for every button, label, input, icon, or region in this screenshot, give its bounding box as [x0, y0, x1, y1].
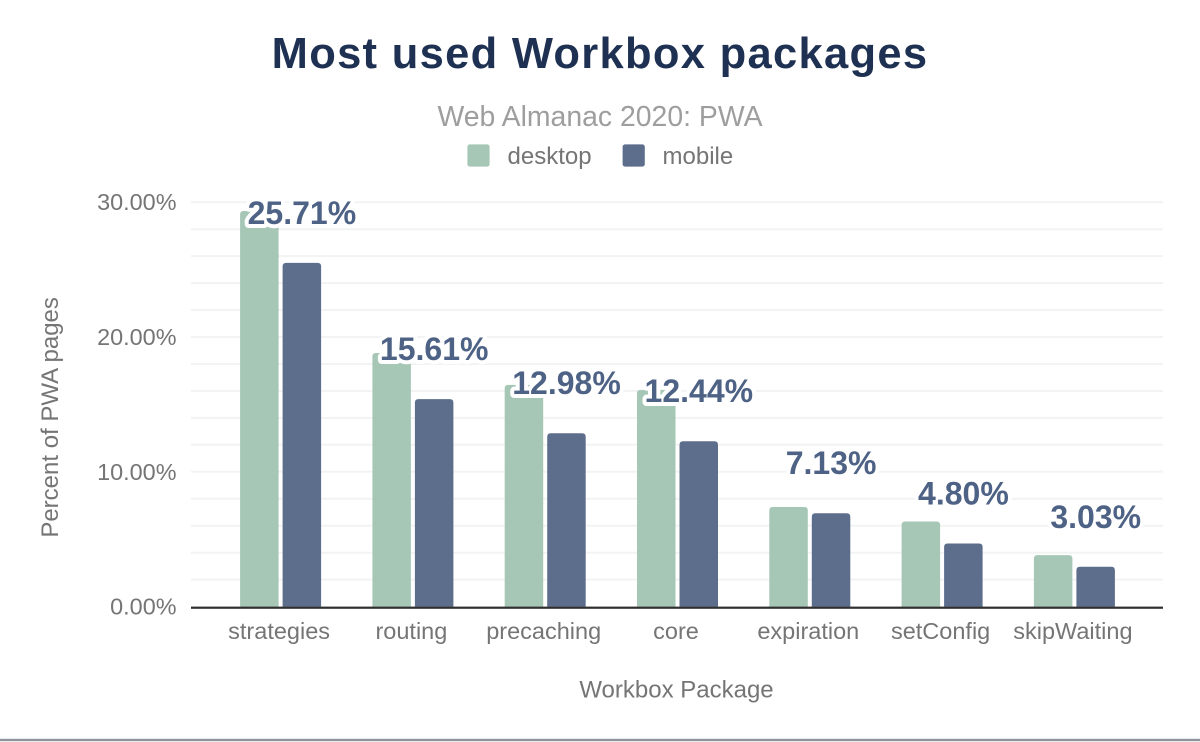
svg-text:4.80%: 4.80% — [918, 476, 1009, 512]
svg-text:Most used Workbox packages: Most used Workbox packages — [272, 30, 929, 78]
svg-text:15.61%: 15.61% — [380, 331, 489, 367]
svg-text:skipWaiting: skipWaiting — [1013, 618, 1132, 644]
svg-text:20.00%: 20.00% — [97, 324, 176, 350]
svg-text:routing: routing — [375, 618, 447, 644]
svg-text:core: core — [653, 618, 699, 644]
svg-text:strategies: strategies — [228, 618, 330, 644]
svg-text:Web Almanac 2020: PWA: Web Almanac 2020: PWA — [437, 101, 762, 133]
svg-text:12.44%: 12.44% — [645, 373, 754, 409]
svg-text:desktop: desktop — [508, 143, 592, 170]
svg-text:7.13%: 7.13% — [786, 445, 877, 481]
svg-text:expiration: expiration — [757, 618, 859, 644]
svg-text:precaching: precaching — [486, 618, 601, 644]
svg-text:setConfig: setConfig — [891, 618, 990, 644]
svg-text:Percent of PWA pages: Percent of PWA pages — [37, 297, 64, 538]
svg-text:Workbox Package: Workbox Package — [579, 677, 773, 704]
svg-text:3.03%: 3.03% — [1050, 499, 1141, 535]
svg-text:mobile: mobile — [663, 143, 734, 170]
svg-text:12.98%: 12.98% — [512, 365, 621, 401]
svg-text:25.71%: 25.71% — [248, 195, 357, 231]
svg-text:0.00%: 0.00% — [110, 594, 176, 620]
svg-text:10.00%: 10.00% — [97, 459, 176, 485]
svg-text:30.00%: 30.00% — [97, 189, 176, 215]
